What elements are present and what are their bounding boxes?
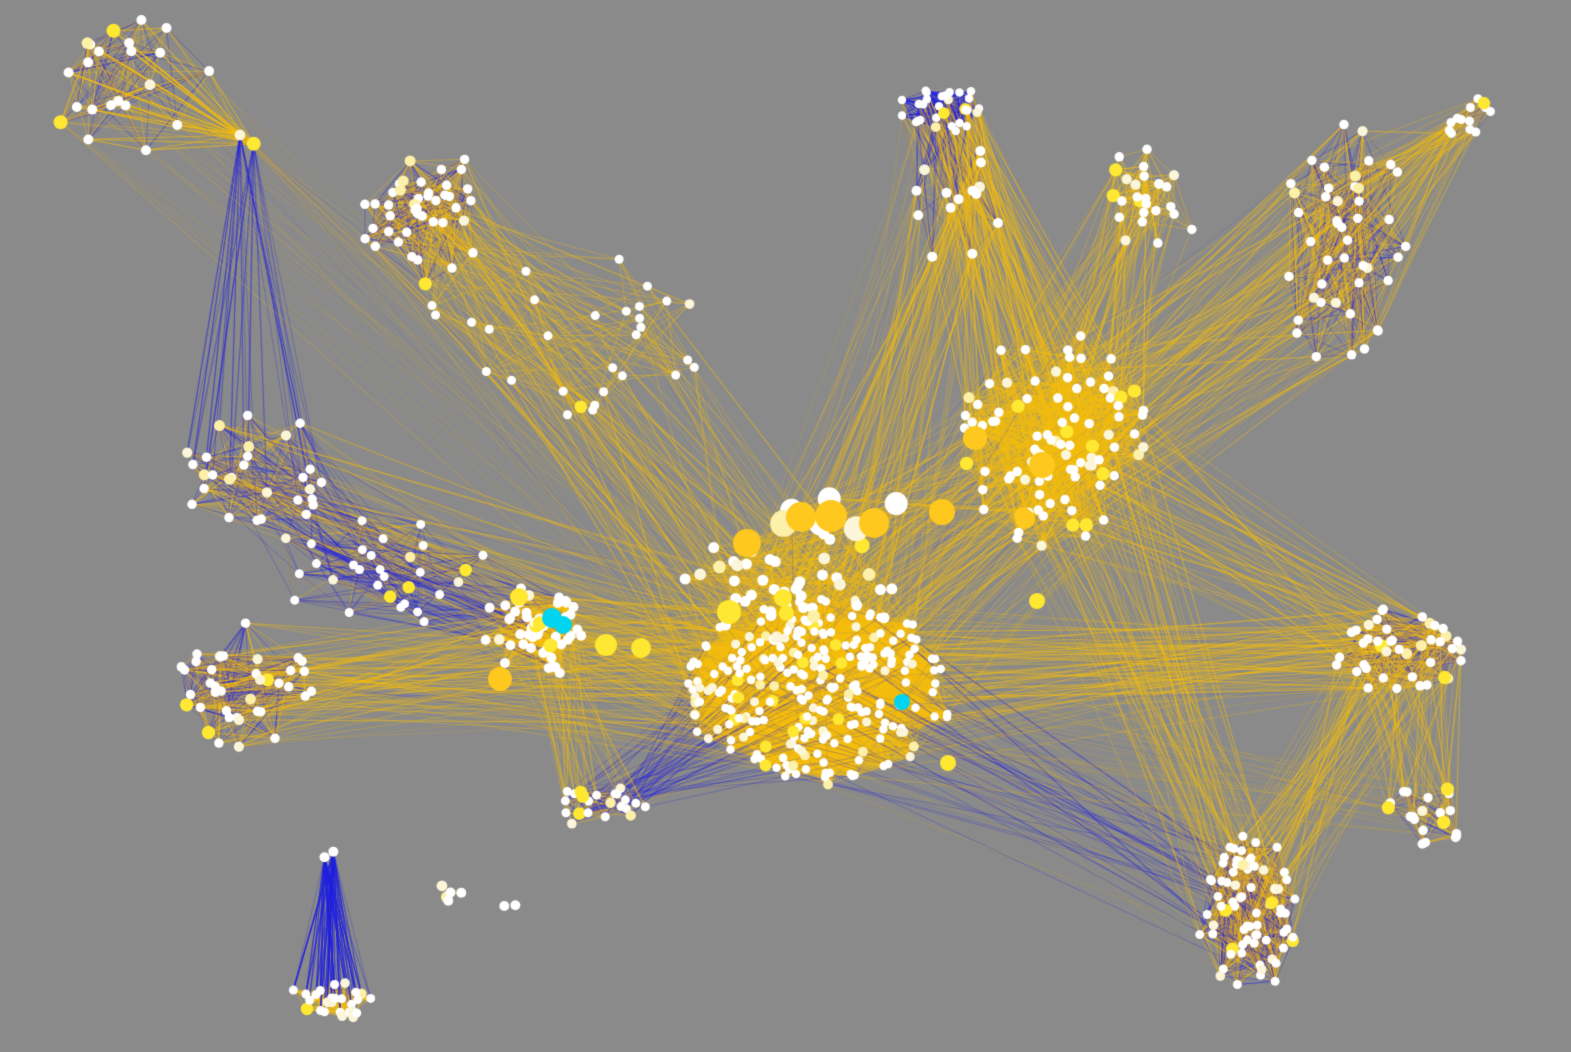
network-graph-canvas xyxy=(0,0,1571,1052)
network-graph-visualization xyxy=(0,0,1571,1052)
